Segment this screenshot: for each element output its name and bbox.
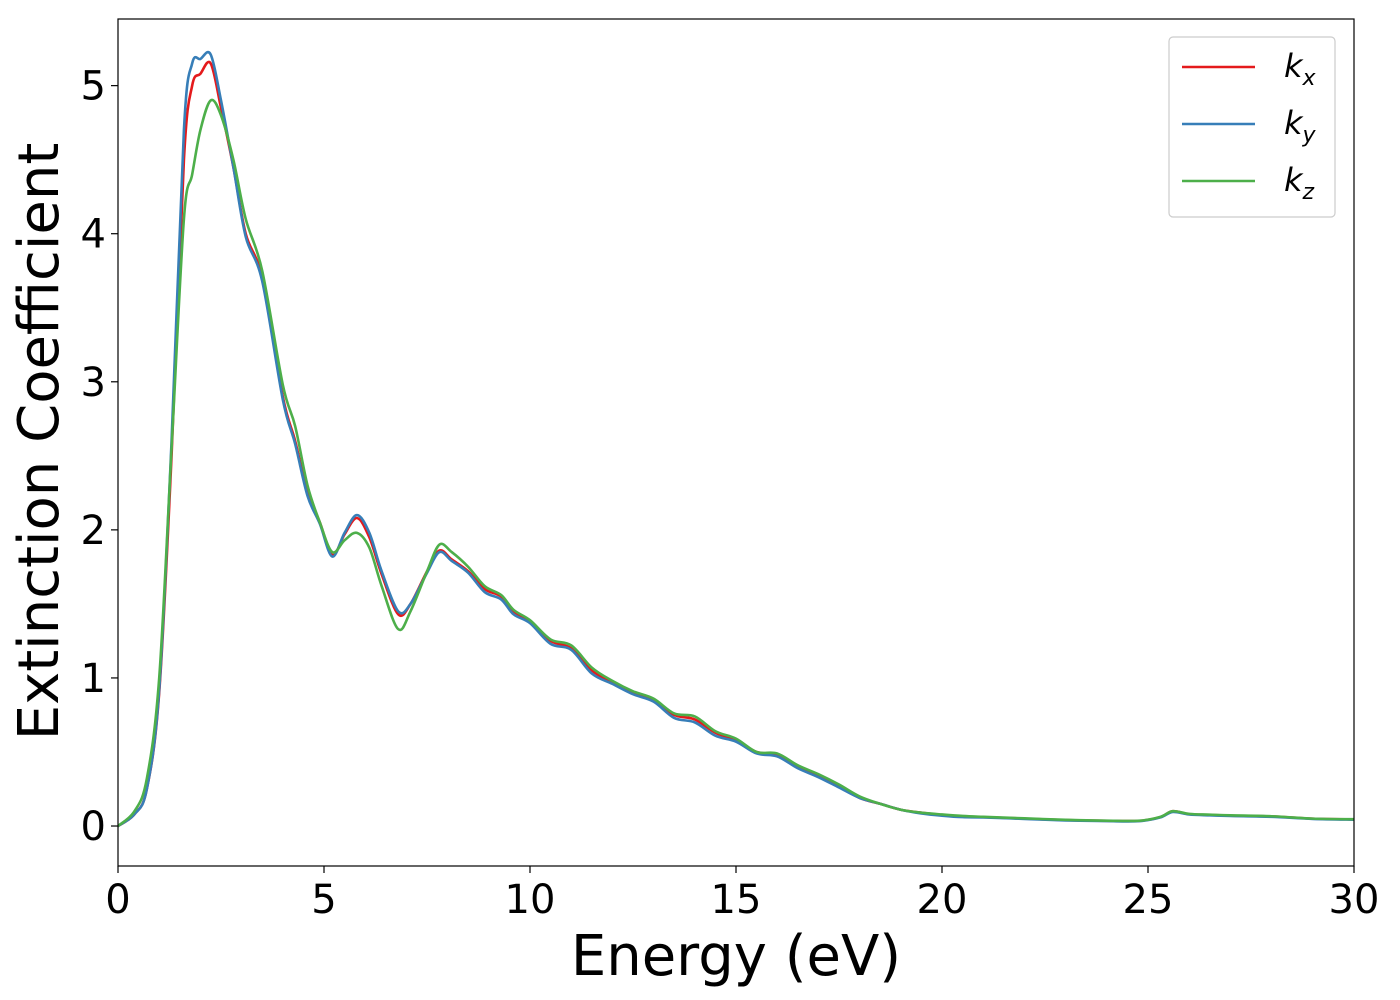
x-tick-label: 15 bbox=[711, 877, 762, 923]
legend-label-k-y: ky bbox=[1284, 104, 1317, 148]
x-tick-label: 25 bbox=[1123, 877, 1174, 923]
x-tick-label: 30 bbox=[1329, 877, 1380, 923]
legend-box bbox=[1168, 36, 1336, 218]
y-tick-label: 1 bbox=[81, 656, 106, 702]
legend: kx ky kz bbox=[1168, 36, 1336, 218]
x-tick-label: 10 bbox=[505, 877, 556, 923]
x-tick-label: 5 bbox=[311, 877, 336, 923]
x-axis: 0 5 10 15 20 25 30 bbox=[105, 866, 1379, 923]
y-tick-label: 2 bbox=[81, 508, 106, 554]
y-tick-label: 0 bbox=[81, 804, 106, 850]
y-tick-label: 5 bbox=[81, 64, 106, 110]
series-line-k-z bbox=[118, 98, 1354, 828]
x-axis-title: Energy (eV) bbox=[571, 924, 901, 989]
y-axis: 0 1 2 3 4 5 bbox=[81, 64, 118, 850]
legend-label-k-x: kx bbox=[1284, 47, 1317, 91]
y-tick-label: 4 bbox=[81, 212, 106, 258]
series-layer bbox=[118, 50, 1354, 828]
x-tick-label: 20 bbox=[917, 877, 968, 923]
y-tick-label: 3 bbox=[81, 360, 106, 406]
x-tick-label: 0 bbox=[105, 877, 130, 923]
legend-label-k-z: kz bbox=[1284, 161, 1315, 205]
y-axis-title: Extinction Coefficient bbox=[7, 143, 72, 741]
